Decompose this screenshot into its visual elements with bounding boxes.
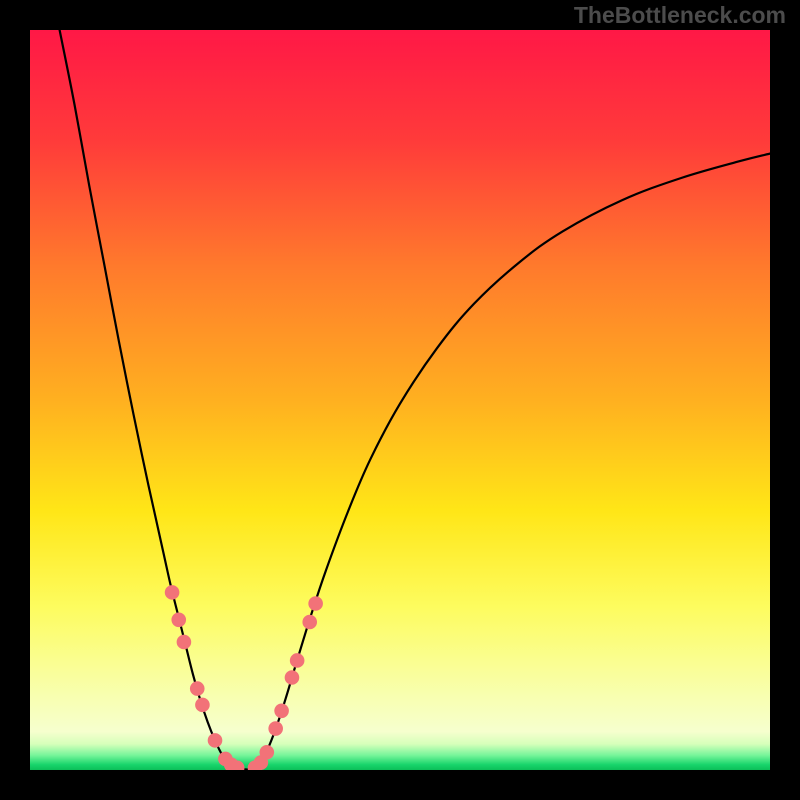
chart-canvas: TheBottleneck.com [0,0,800,800]
marker-dot [230,760,245,775]
marker-dot [274,704,289,719]
marker-dot [177,635,192,650]
marker-dot [171,612,186,627]
watermark-text: TheBottleneck.com [574,2,786,29]
marker-dot [268,721,283,736]
marker-dot [290,653,305,668]
marker-dot [190,681,205,696]
marker-dot [260,745,275,760]
marker-dot [302,615,317,630]
marker-dot [195,698,210,713]
marker-dot [285,670,300,685]
chart-svg [0,0,800,800]
marker-dot [308,596,323,611]
marker-dot [208,733,223,748]
plot-background [30,30,770,770]
marker-dot [165,585,180,600]
